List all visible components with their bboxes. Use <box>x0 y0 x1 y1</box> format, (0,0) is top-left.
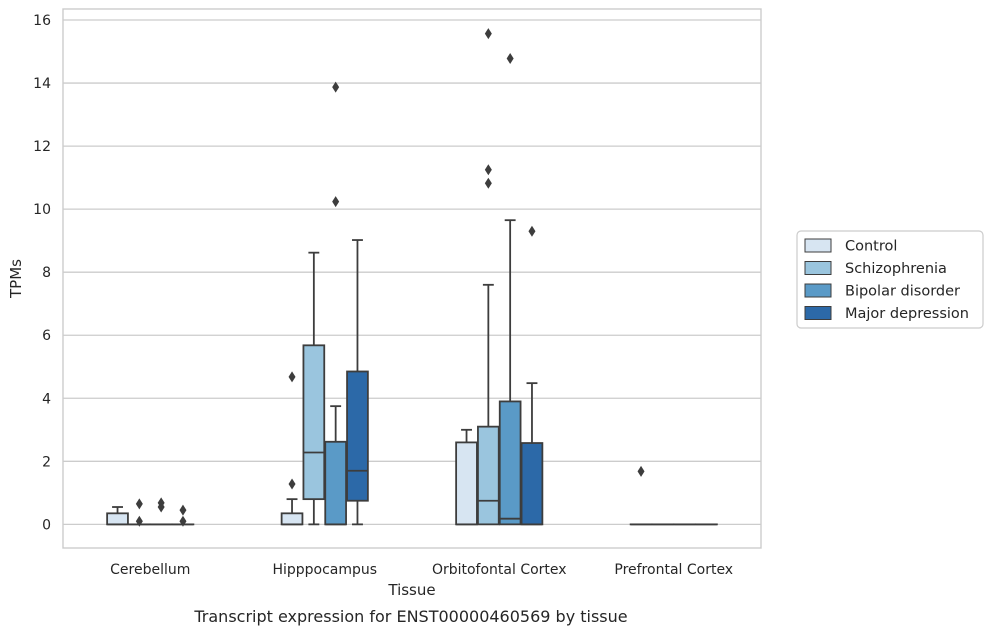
legend-label: Major depression <box>845 306 969 322</box>
outlier-point <box>332 81 340 93</box>
box-major-depression-2 <box>520 225 544 526</box>
legend: Control Schizophrenia Bipolar disorder Majo… <box>796 230 984 329</box>
legend-swatch <box>804 261 832 275</box>
box-major-depression-1 <box>346 239 369 526</box>
box-body <box>302 344 326 501</box>
legend-frame <box>796 230 984 329</box>
x-tick-label: Cerebellum <box>110 562 190 578</box>
outlier-point <box>484 164 492 176</box>
box-bipolar-disorder-1 <box>324 81 347 526</box>
legend-swatch <box>804 283 832 298</box>
box-bipolar-disorder-0 <box>149 497 173 526</box>
y-tick-label: 6 <box>42 328 51 344</box>
box-body <box>324 440 347 526</box>
x-tick-label: Orbitofontal Cortex <box>432 562 567 578</box>
box-control-3 <box>629 465 653 526</box>
grid-lines <box>63 19 761 526</box>
box-body <box>455 441 478 526</box>
legend-swatch <box>804 306 832 320</box>
box-body <box>498 400 522 526</box>
x-tick-label: Hipppocampus <box>272 562 377 578</box>
box-plots <box>106 28 718 527</box>
outlier-point <box>484 28 492 40</box>
outlier-point <box>179 504 187 516</box>
outlier-point <box>288 371 296 383</box>
y-tick-label: 2 <box>42 454 51 470</box>
box-body <box>346 370 369 502</box>
plot-frame <box>62 8 762 549</box>
outlier-point <box>135 498 143 510</box>
y-tick-label: 8 <box>42 265 51 281</box>
legend-swatch <box>804 238 832 253</box>
box-bipolar-disorder-2 <box>498 52 522 526</box>
legend-label: Control <box>845 239 897 255</box>
box-body <box>280 512 304 526</box>
outlier-point <box>157 497 165 509</box>
outlier-point <box>288 478 296 490</box>
y-tick-label: 12 <box>33 139 51 155</box>
outlier-point <box>179 515 187 527</box>
legend-label: Schizophrenia <box>845 261 947 277</box>
y-tick-label: 0 <box>42 517 51 533</box>
y-tick-label: 4 <box>42 391 51 407</box>
x-axis-label: Tissue <box>387 581 435 599</box>
chart-caption: Transcript expression for ENST0000046056… <box>193 607 627 626</box>
box-schizophrenia-1 <box>302 251 326 526</box>
box-control-0 <box>106 506 129 526</box>
y-tick-labels: 0 2 4 6 8 10 12 14 16 <box>33 13 51 533</box>
box-body <box>477 425 500 526</box>
x-tick-label: Prefrontal Cortex <box>614 562 733 578</box>
outlier-point <box>506 52 514 64</box>
box-body <box>520 442 544 526</box>
outlier-point <box>637 465 645 477</box>
box-control-2 <box>455 428 478 526</box>
x-tick-labels: Cerebellum Hipppocampus Orbitofontal Corte… <box>110 562 733 578</box>
outlier-point <box>135 515 143 527</box>
y-axis-label: TPMs <box>7 259 25 299</box>
box-schizophrenia-0 <box>128 498 151 527</box>
box-major-depression-0 <box>171 504 195 527</box>
box-body <box>106 512 129 526</box>
outlier-point <box>332 196 340 208</box>
box-schizophrenia-2 <box>477 28 500 526</box>
y-tick-label: 10 <box>33 202 51 218</box>
box-control-1 <box>280 371 304 526</box>
legend-label: Bipolar disorder <box>845 284 960 300</box>
outlier-point <box>484 177 492 189</box>
y-tick-label: 14 <box>33 76 51 92</box>
outlier-point <box>528 225 536 237</box>
y-tick-label: 16 <box>33 13 51 29</box>
